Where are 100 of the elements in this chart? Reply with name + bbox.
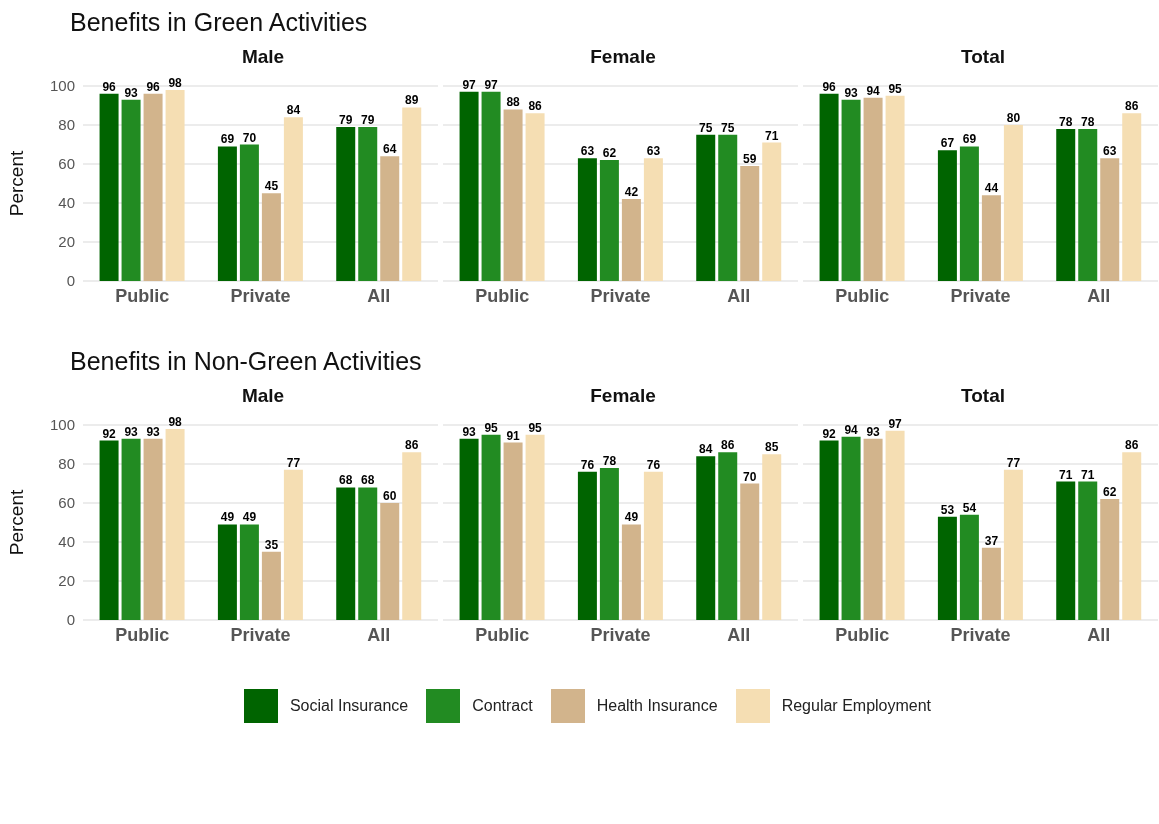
data-label: 45 bbox=[264, 179, 279, 194]
bar bbox=[819, 93, 839, 281]
chart-subtitle: Male bbox=[240, 46, 286, 69]
data-label: 75 bbox=[721, 120, 735, 135]
bar bbox=[643, 158, 663, 281]
bar bbox=[981, 195, 1001, 281]
data-label: 70 bbox=[242, 130, 257, 145]
bar bbox=[819, 440, 839, 620]
y-tick-label: 60 bbox=[58, 155, 75, 173]
x-tick-label: Private bbox=[590, 624, 651, 645]
chart-title: Benefits in Green Activities bbox=[69, 8, 369, 38]
bar bbox=[99, 440, 119, 620]
data-label: 86 bbox=[721, 438, 735, 453]
bar bbox=[336, 487, 356, 620]
bar bbox=[959, 146, 979, 281]
bar bbox=[937, 150, 957, 281]
bar bbox=[402, 452, 422, 620]
data-label: 76 bbox=[646, 457, 661, 472]
x-tick-label: Private bbox=[230, 624, 291, 645]
y-tick-label: 80 bbox=[58, 455, 75, 473]
bar bbox=[740, 483, 760, 620]
y-tick-label: 0 bbox=[66, 611, 75, 629]
data-label: 44 bbox=[984, 181, 999, 196]
bar bbox=[358, 487, 378, 620]
bar bbox=[621, 524, 641, 620]
chart-title: Benefits in Non-Green Activities bbox=[69, 347, 423, 377]
bar bbox=[885, 95, 905, 281]
bar bbox=[239, 524, 259, 620]
data-label: 96 bbox=[146, 79, 161, 94]
bar bbox=[380, 503, 400, 620]
y-tick-label: 80 bbox=[58, 116, 75, 134]
bar bbox=[762, 454, 782, 620]
bar bbox=[525, 113, 545, 281]
bar bbox=[643, 471, 663, 620]
bar bbox=[841, 436, 861, 620]
bar bbox=[841, 99, 861, 281]
chart-subtitle: Female bbox=[589, 385, 657, 408]
data-label: 95 bbox=[888, 81, 903, 96]
y-tick-label: 60 bbox=[58, 494, 75, 512]
legend-label: Social Insurance bbox=[289, 697, 409, 715]
x-tick-label: Public bbox=[115, 624, 170, 645]
y-tick-label: 100 bbox=[49, 77, 75, 95]
bar bbox=[981, 547, 1001, 620]
bar bbox=[937, 516, 957, 620]
bar bbox=[863, 438, 883, 620]
y-axis-title: Percent bbox=[5, 489, 27, 556]
bar bbox=[599, 467, 619, 620]
y-tick-label: 40 bbox=[58, 533, 75, 551]
data-label: 70 bbox=[743, 469, 757, 484]
bar bbox=[863, 97, 883, 281]
legend-label: Health Insurance bbox=[596, 697, 718, 715]
data-label: 92 bbox=[822, 426, 837, 441]
x-tick-label: All bbox=[1087, 285, 1111, 306]
data-label: 78 bbox=[602, 453, 617, 468]
bar bbox=[577, 158, 597, 281]
bar bbox=[143, 93, 163, 281]
data-label: 92 bbox=[102, 426, 117, 441]
bar bbox=[283, 117, 303, 281]
data-label: 98 bbox=[168, 75, 183, 90]
bar bbox=[143, 438, 163, 620]
data-label: 35 bbox=[264, 537, 279, 552]
data-label: 84 bbox=[699, 442, 713, 457]
bar bbox=[239, 144, 259, 281]
bar bbox=[696, 134, 716, 281]
bar bbox=[165, 89, 185, 281]
data-label: 86 bbox=[405, 438, 419, 453]
data-label: 63 bbox=[646, 144, 661, 159]
bar bbox=[481, 91, 501, 281]
bar bbox=[503, 442, 523, 620]
data-label: 68 bbox=[361, 473, 375, 488]
data-label: 42 bbox=[624, 185, 639, 200]
data-label: 62 bbox=[1103, 485, 1117, 500]
data-label: 95 bbox=[484, 420, 499, 435]
x-tick-label: Public bbox=[115, 285, 170, 306]
bar bbox=[696, 456, 716, 620]
legend-label: Regular Employment bbox=[781, 697, 932, 715]
bar bbox=[762, 142, 782, 281]
bar bbox=[1003, 469, 1023, 620]
data-label: 93 bbox=[462, 424, 477, 439]
bar bbox=[503, 109, 523, 281]
x-tick-label: All bbox=[727, 285, 751, 306]
x-tick-label: Private bbox=[230, 285, 291, 306]
data-label: 93 bbox=[124, 424, 139, 439]
data-label: 67 bbox=[940, 136, 955, 151]
data-label: 97 bbox=[888, 416, 903, 431]
bar bbox=[577, 471, 597, 620]
data-label: 89 bbox=[405, 93, 419, 108]
bar bbox=[358, 126, 378, 281]
bar bbox=[459, 438, 479, 620]
data-label: 79 bbox=[339, 112, 353, 127]
y-tick-label: 20 bbox=[58, 572, 75, 590]
bar bbox=[380, 156, 400, 281]
data-label: 54 bbox=[962, 500, 977, 515]
data-label: 49 bbox=[624, 510, 639, 525]
data-label: 95 bbox=[528, 420, 543, 435]
y-tick-label: 20 bbox=[58, 233, 75, 251]
y-tick-label: 40 bbox=[58, 194, 75, 212]
data-label: 49 bbox=[220, 510, 235, 525]
data-label: 71 bbox=[1081, 467, 1095, 482]
bar bbox=[1056, 481, 1076, 620]
